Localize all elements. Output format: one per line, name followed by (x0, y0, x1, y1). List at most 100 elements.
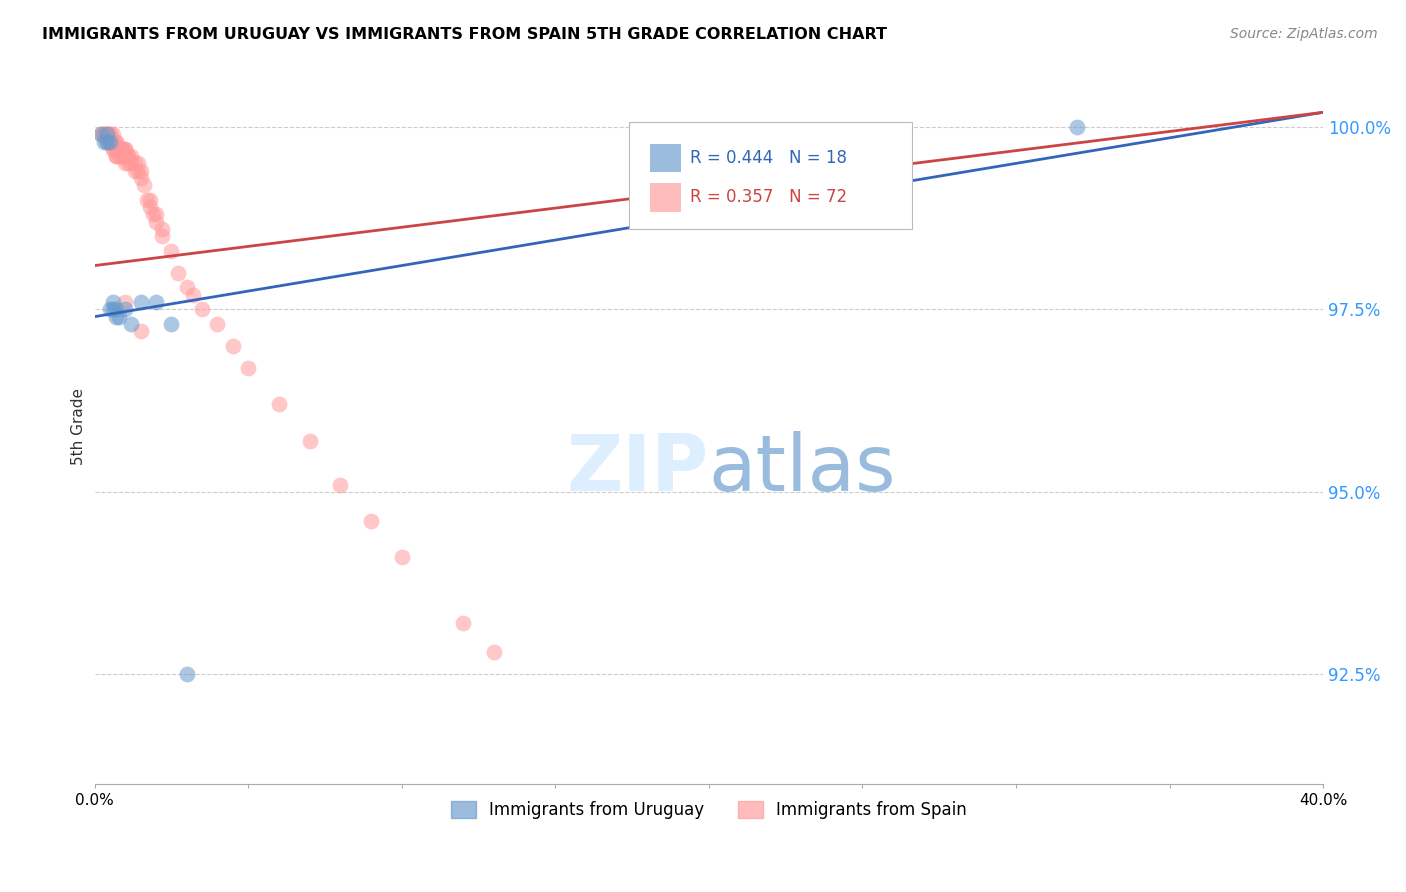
Point (142, 207, 165, 221)
Point (108, 142, 131, 156)
Point (129, 163, 152, 178)
Point (93, 127, 115, 141)
Point (101, 135, 124, 149)
Point (145, 207, 167, 221)
Point (101, 135, 124, 149)
Point (150, 222, 173, 236)
Point (111, 142, 134, 156)
Point (114, 295, 136, 310)
FancyBboxPatch shape (650, 183, 681, 211)
Point (108, 310, 131, 324)
Point (129, 171, 152, 186)
Point (114, 302, 136, 317)
Point (329, 477, 352, 491)
Text: ZIP: ZIP (567, 431, 709, 507)
Point (98, 135, 121, 149)
Point (222, 339, 245, 353)
Point (96, 127, 118, 141)
Point (191, 302, 214, 317)
Point (105, 302, 128, 317)
Text: IMMIGRANTS FROM URUGUAY VS IMMIGRANTS FROM SPAIN 5TH GRADE CORRELATION CHART: IMMIGRANTS FROM URUGUAY VS IMMIGRANTS FR… (42, 27, 887, 42)
Point (105, 149, 128, 163)
Point (176, 667, 198, 681)
Point (298, 434, 321, 448)
Point (98, 302, 121, 317)
Point (132, 178, 155, 193)
Point (139, 193, 162, 207)
Point (108, 149, 131, 163)
Point (391, 550, 413, 565)
Point (105, 142, 128, 156)
Point (90, 127, 112, 141)
Point (96, 127, 118, 141)
Point (150, 229, 173, 244)
Point (120, 156, 142, 170)
Point (114, 149, 136, 163)
Point (111, 142, 134, 156)
Point (93, 135, 115, 149)
Text: Source: ZipAtlas.com: Source: ZipAtlas.com (1230, 27, 1378, 41)
Point (160, 244, 183, 258)
Legend: Immigrants from Uruguay, Immigrants from Spain: Immigrants from Uruguay, Immigrants from… (444, 794, 973, 825)
Point (120, 317, 142, 331)
Point (90, 127, 112, 141)
Point (127, 156, 149, 170)
Point (181, 287, 204, 301)
Point (124, 156, 146, 170)
Point (166, 266, 188, 280)
Point (127, 163, 149, 178)
Text: atlas: atlas (709, 431, 897, 507)
Point (111, 149, 134, 163)
Point (93, 127, 115, 141)
Point (96, 135, 118, 149)
Point (96, 135, 118, 149)
Point (114, 142, 136, 156)
Point (101, 142, 124, 156)
Point (101, 127, 124, 141)
Point (98, 135, 121, 149)
Point (139, 200, 162, 214)
Point (145, 215, 167, 229)
FancyBboxPatch shape (628, 122, 911, 229)
Point (114, 142, 136, 156)
Point (105, 149, 128, 163)
Point (145, 295, 167, 310)
Point (105, 310, 128, 324)
Point (108, 142, 131, 156)
Point (207, 317, 229, 331)
Point (482, 645, 505, 659)
Point (117, 156, 139, 170)
Point (96, 127, 118, 141)
Point (120, 149, 142, 163)
Point (124, 163, 146, 178)
Text: R = 0.357   N = 72: R = 0.357 N = 72 (690, 188, 848, 206)
Point (101, 142, 124, 156)
Point (98, 127, 121, 141)
Point (135, 193, 157, 207)
Y-axis label: 5th Grade: 5th Grade (72, 388, 86, 465)
Point (98, 135, 121, 149)
Point (98, 127, 121, 141)
Point (105, 135, 128, 149)
Text: R = 0.444   N = 18: R = 0.444 N = 18 (690, 149, 848, 167)
Point (105, 142, 128, 156)
Point (101, 295, 124, 310)
Point (129, 295, 152, 310)
Point (117, 149, 139, 163)
Point (236, 360, 259, 375)
Point (129, 324, 152, 338)
FancyBboxPatch shape (650, 144, 681, 172)
Point (160, 317, 183, 331)
Point (111, 149, 134, 163)
Point (114, 149, 136, 163)
Point (1066, 120, 1088, 134)
Point (105, 135, 128, 149)
Point (117, 149, 139, 163)
Point (360, 514, 382, 528)
Point (267, 397, 290, 411)
Point (93, 127, 115, 141)
Point (98, 135, 121, 149)
Point (176, 280, 198, 294)
Point (451, 616, 474, 631)
Point (114, 156, 136, 170)
